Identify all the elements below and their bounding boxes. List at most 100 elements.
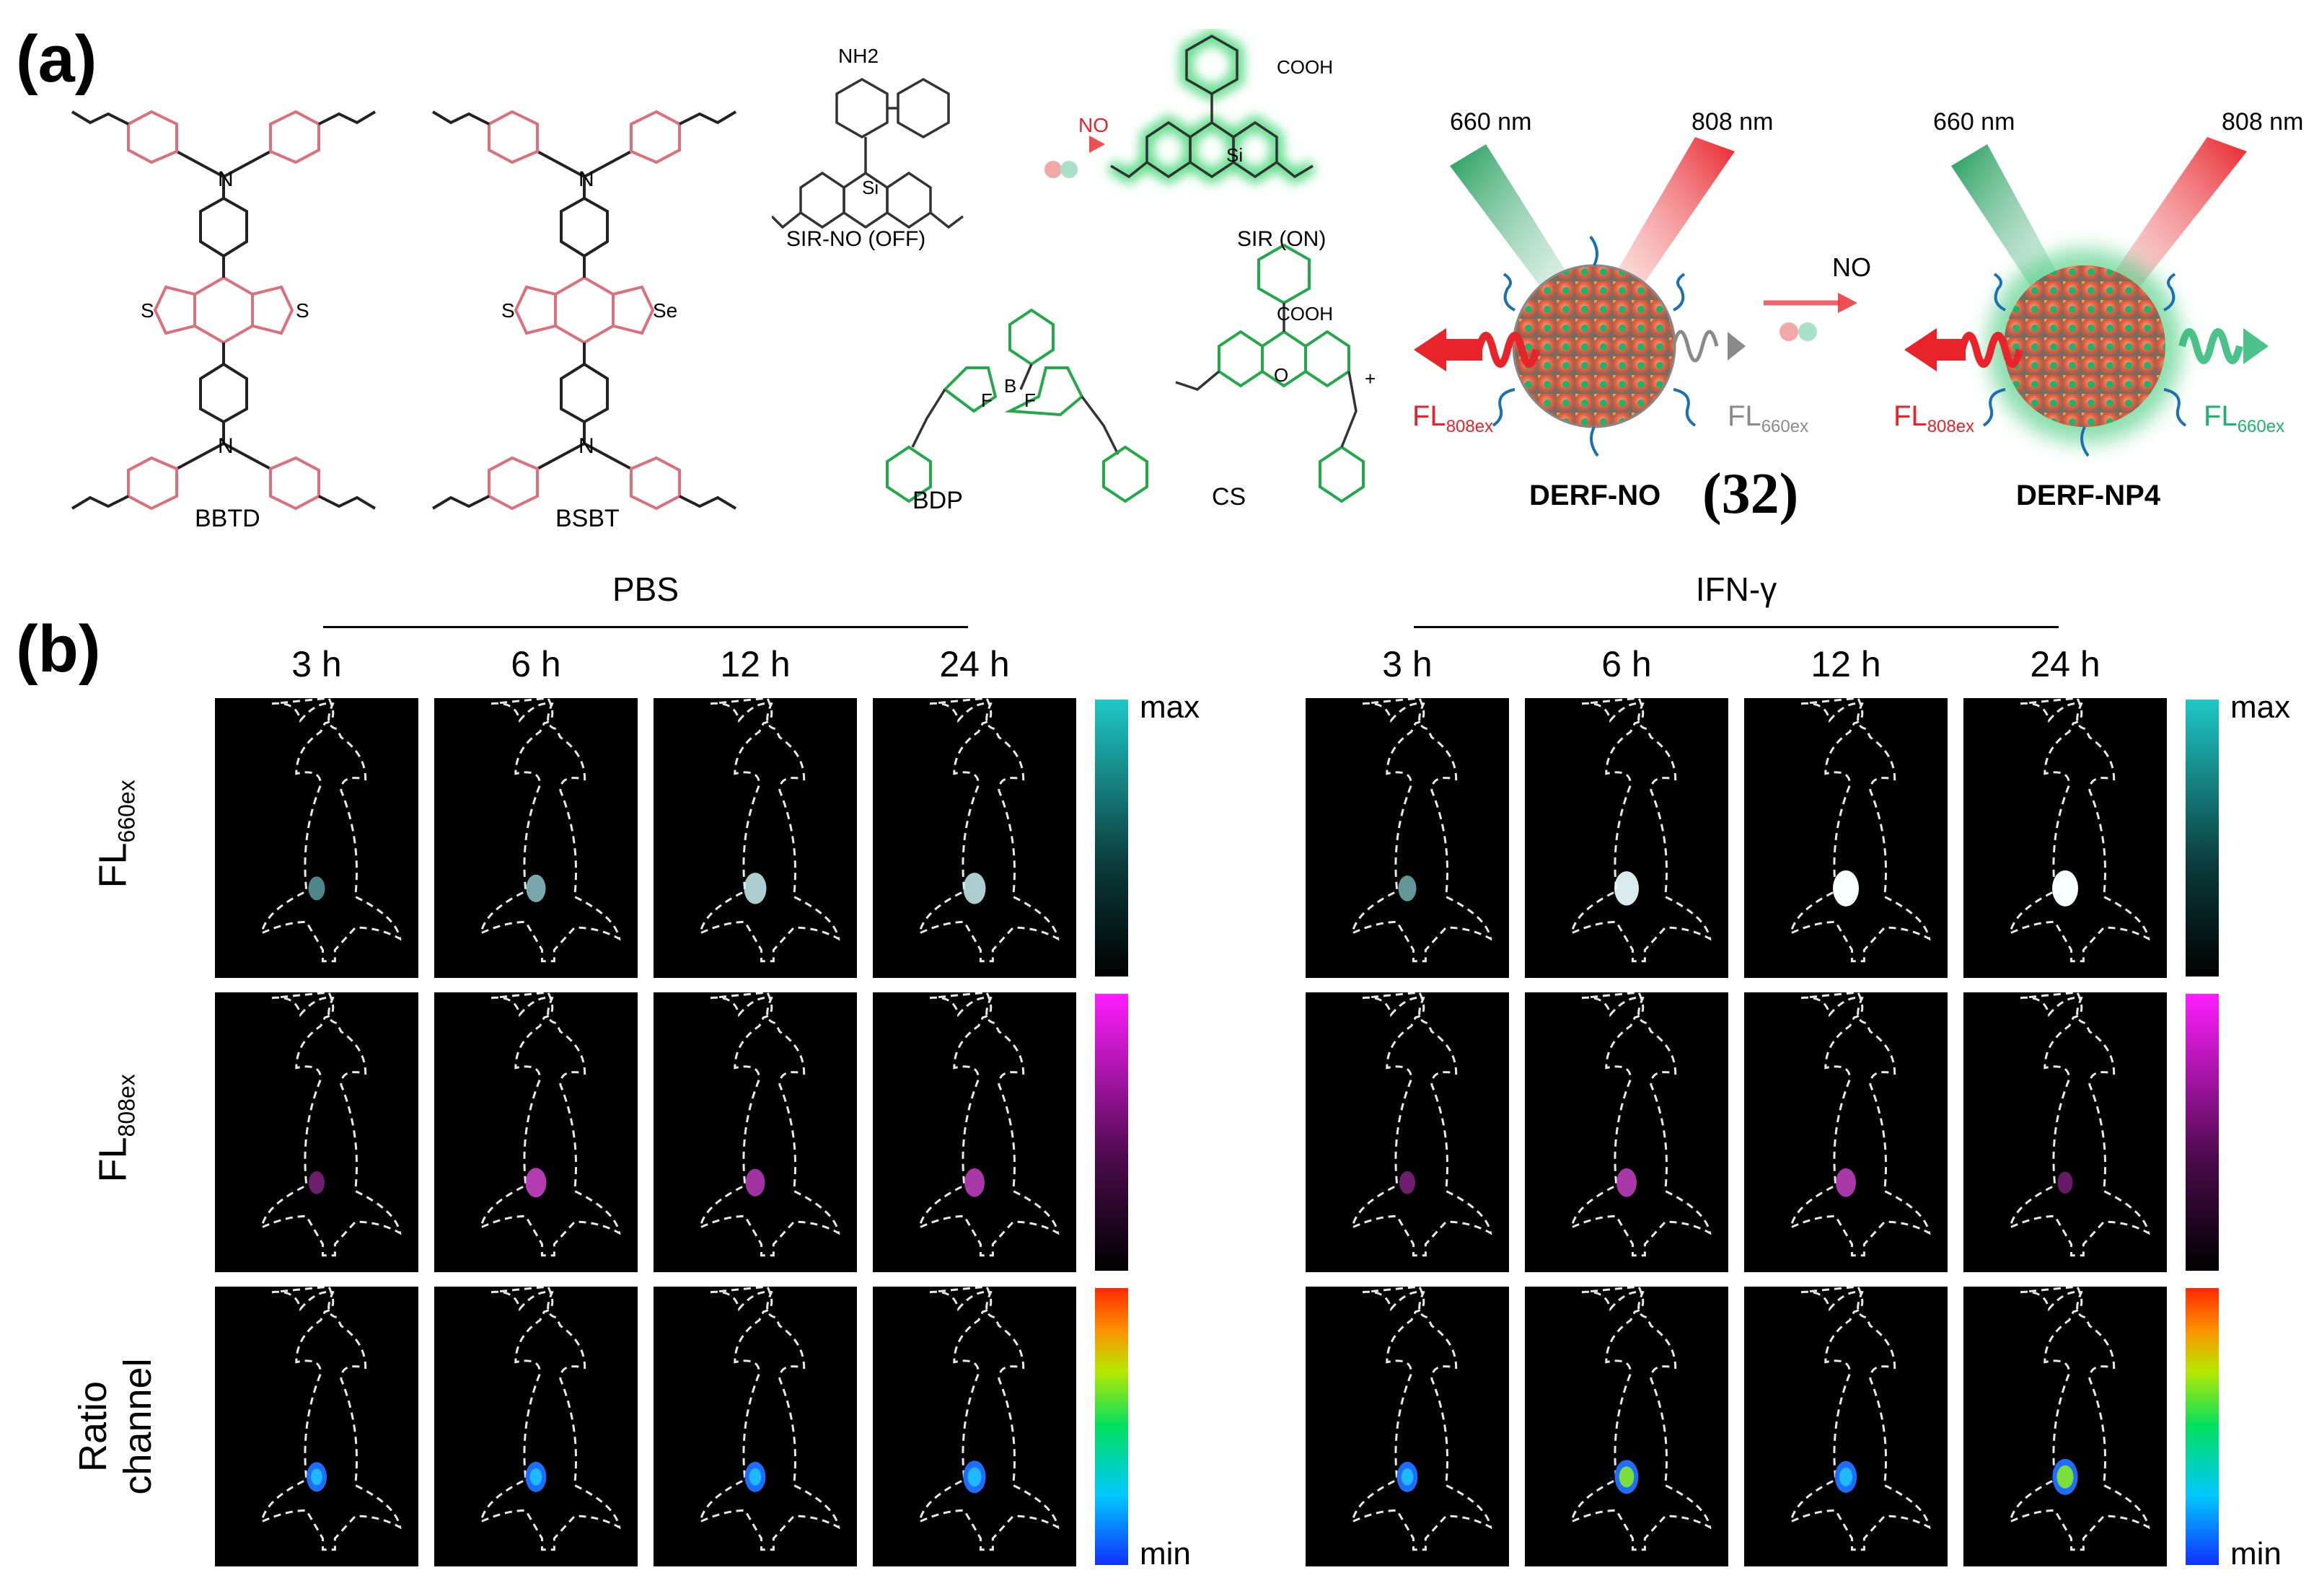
signal-spot <box>2057 1171 2073 1194</box>
fluorescence-image-tile <box>1306 698 1509 978</box>
fl660-left-label: FL660ex <box>1728 400 1809 436</box>
signal-spot <box>964 1168 985 1197</box>
group-rule <box>323 626 968 628</box>
fl808-left-label: FL808ex <box>1412 400 1494 436</box>
mouse-outline <box>2008 698 2150 963</box>
signal-spot <box>744 873 767 904</box>
mouse-outline <box>1350 992 1492 1257</box>
panel-b-label: (b) <box>16 612 101 686</box>
mouse-outline <box>260 992 402 1257</box>
colorbar-rainbow <box>2186 1288 2219 1565</box>
signal-spot <box>745 1168 765 1196</box>
molecule-name-bsbt: BSBT <box>555 505 620 532</box>
timepoint-label: 12 h <box>1811 644 1881 684</box>
atom-s: S <box>141 299 154 322</box>
signal-spot <box>1399 1170 1415 1194</box>
atom-se: Se <box>653 299 678 322</box>
signal-spot-core <box>2056 1465 2074 1489</box>
molecule-name-sir: SIR (ON) <box>1237 227 1327 251</box>
fluorescence-image-tile <box>434 698 638 978</box>
atom-n: N <box>218 167 234 191</box>
atom-s: S <box>501 299 515 322</box>
atom-f: F <box>1024 389 1036 411</box>
signal-spot-core <box>967 1467 982 1487</box>
mouse-outline <box>2008 992 2150 1257</box>
mouse-outline <box>2008 1287 2150 1551</box>
probe-name-derf-np4: DERF-NP4 <box>2016 480 2161 511</box>
signal-spot <box>1616 1168 1637 1197</box>
fluorescence-image-tile <box>1306 992 1509 1272</box>
excitation-660-label: 660 nm <box>1933 108 2015 136</box>
fluorescence-image-tile <box>1525 698 1728 978</box>
row-label: FL808ex <box>91 1074 140 1183</box>
fluorescence-image-tile <box>1744 698 1948 978</box>
mouse-outline <box>698 698 840 963</box>
colorbar-magenta <box>1095 994 1128 1271</box>
mouse-outline <box>918 1287 1060 1551</box>
colorbar-max-label: max <box>2230 689 2291 725</box>
atom-cooh: COOH <box>1277 303 1333 325</box>
molecule-name-sir-no: SIR-NO (OFF) <box>786 227 926 251</box>
mouse-outline <box>1789 992 1931 1257</box>
signal-spot-core <box>1839 1467 1853 1486</box>
atom-nh2: NH2 <box>838 45 879 67</box>
excitation-660-label: 660 nm <box>1450 108 1532 136</box>
group-rule <box>1414 626 2059 628</box>
mouse-outline <box>1789 698 1931 963</box>
fl660-right-label: FL660ex <box>2204 400 2285 436</box>
fluorescence-image-tile <box>1744 992 1948 1272</box>
probe-arrow-no-label: NO <box>1832 252 1871 282</box>
fluorescence-image-tile <box>873 1287 1076 1566</box>
fluorescence-image-tile <box>434 992 638 1272</box>
fluorescence-image-tile <box>654 698 857 978</box>
signal-spot <box>1836 1168 1856 1197</box>
mouse-outline <box>479 992 621 1257</box>
mouse-outline <box>1350 698 1492 963</box>
signal-spot-core <box>1401 1468 1414 1486</box>
timepoint-label: 24 h <box>939 644 1010 684</box>
mouse-outline <box>260 698 402 963</box>
probe-name-derf-no: DERF-NO <box>1529 480 1661 511</box>
row-label: Ratio channel <box>71 1358 159 1495</box>
fluorescence-image-tile <box>873 992 1076 1272</box>
mouse-outline <box>1350 1287 1492 1551</box>
fl808-right-label: FL808ex <box>1893 400 1975 436</box>
signal-spot <box>1614 871 1639 906</box>
signal-spot <box>1398 875 1417 901</box>
timepoint-label: 12 h <box>720 644 791 684</box>
fluorescence-image-tile <box>215 1287 418 1566</box>
fluorescence-image-tile <box>1963 992 2167 1272</box>
signal-spot <box>308 876 325 901</box>
atom-o: O <box>1274 364 1289 386</box>
molecule-name-cs: CS <box>1212 483 1246 511</box>
atom-si: Si <box>862 177 879 198</box>
colorbar-cyan <box>1095 700 1128 976</box>
colorbar-cyan <box>2186 700 2219 976</box>
fluorescence-image-tile <box>654 1287 857 1566</box>
fluorescence-image-tile <box>1744 1287 1948 1566</box>
fluorescence-image-tile <box>215 992 418 1272</box>
mouse-outline <box>1570 1287 1712 1551</box>
mouse-outline <box>698 1287 840 1551</box>
atom-n: N <box>578 167 594 191</box>
signal-spot <box>1833 870 1859 907</box>
fluorescence-image-tile <box>654 992 857 1272</box>
group-label-1: IFN-γ <box>1695 570 1777 608</box>
fluorescence-image-tile <box>1963 1287 2167 1566</box>
timepoint-label: 6 h <box>511 644 561 684</box>
group-label-0: PBS <box>612 570 679 608</box>
fluorescence-image-tile <box>1525 1287 1728 1566</box>
atom-s: S <box>296 299 309 322</box>
mouse-outline <box>479 698 621 963</box>
mouse-outline <box>1789 1287 1931 1551</box>
timepoint-label: 3 h <box>291 644 342 684</box>
excitation-808-label: 808 nm <box>2222 108 2304 136</box>
derf-probe-schematic <box>1414 137 2269 457</box>
row-label: FL660ex <box>91 780 140 889</box>
mouse-outline <box>698 992 840 1257</box>
mouse-outline <box>918 992 1060 1257</box>
colorbar-max-label: max <box>1140 689 1200 725</box>
fluorescence-image-tile <box>1963 698 2167 978</box>
signal-spot-core <box>311 1468 322 1486</box>
fluorescence-image-tile <box>434 1287 638 1566</box>
